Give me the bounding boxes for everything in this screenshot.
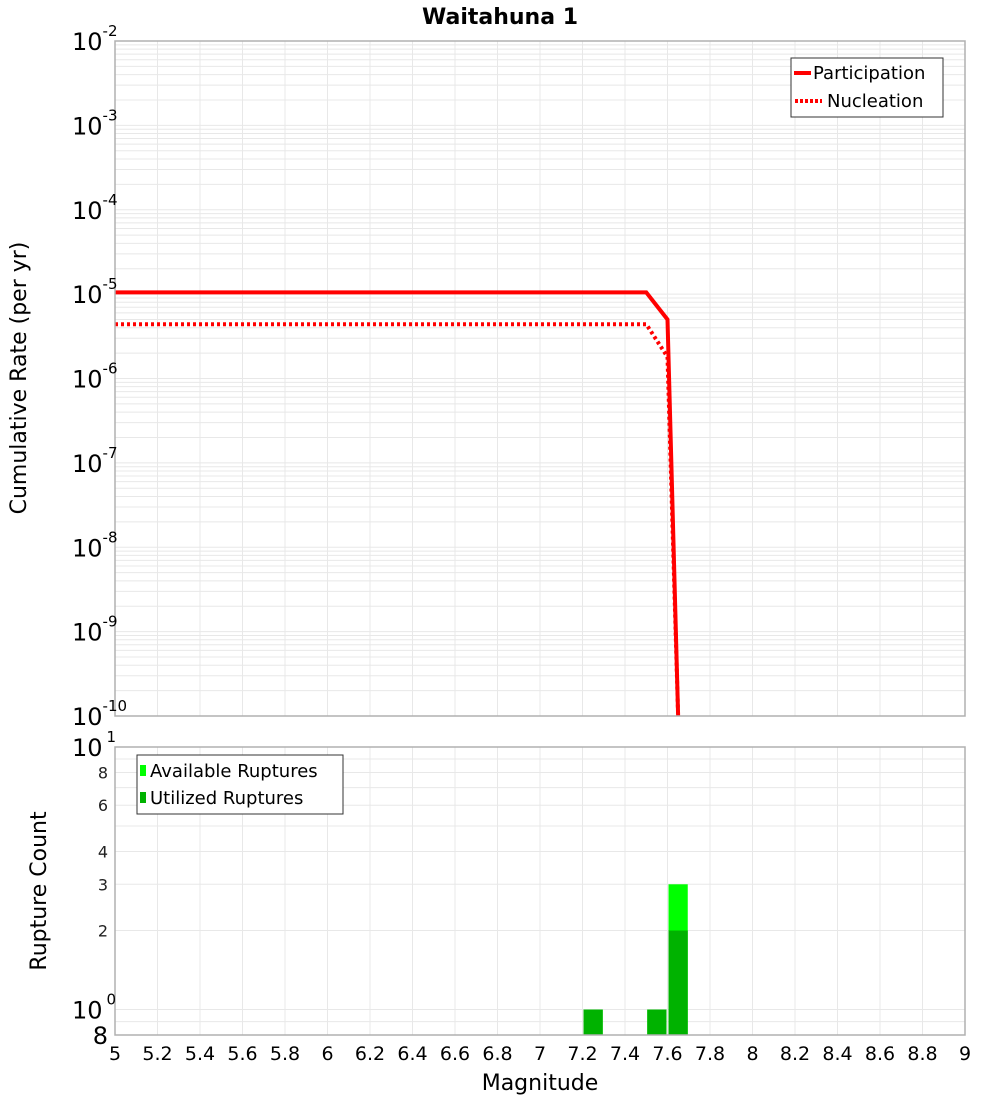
x-tick-label: 6.2 [355, 1043, 385, 1065]
rate-y-tick-label: 10-9 [72, 613, 118, 647]
x-tick-label: 7.6 [652, 1043, 682, 1065]
participation-line [115, 290, 681, 717]
count-legend: Available Ruptures Utilized Ruptures [136, 754, 344, 815]
x-tick-label: 8.8 [907, 1043, 937, 1065]
rate-plot-frame [114, 40, 966, 717]
x-axis-ticks: 5 5.2 5.4 5.6 5.8 6 6.2 6.4 6.6 6.8 7 7.2 7.4 7.6 7.8 8… [109, 1043, 971, 1065]
legend-nucleation: Nucleation [827, 91, 923, 112]
utilized-bar [583, 1009, 603, 1035]
rate-y-tick-label: 10-5 [72, 275, 118, 309]
rate-y-tick-label: 10-6 [72, 360, 118, 394]
utilized-bar [647, 1009, 667, 1035]
x-tick-label: 5 [109, 1043, 121, 1065]
x-tick-label: 5.4 [185, 1043, 215, 1065]
legend-participation: Participation [813, 63, 925, 84]
x-tick-label: 9 [959, 1043, 971, 1065]
x-axis-label: Magnitude [482, 1071, 599, 1096]
available-swatch-icon [140, 765, 146, 776]
x-tick-label: 7 [534, 1043, 546, 1065]
count-y-axis-label: Rupture Count [27, 811, 52, 971]
rate-y-ticks: 10-2 10-3 10-4 10-5 10-6 10-7 10-8 10-9 10-10 [72, 22, 127, 731]
rate-y-tick-label: 10-10 [72, 697, 127, 731]
x-tick-label: 5.8 [270, 1043, 300, 1065]
rate-plot-grid [115, 41, 965, 717]
rate-y-tick-label: 10-2 [72, 22, 118, 56]
count-y-tick-label: 2 [98, 922, 108, 941]
legend-available: Available Ruptures [150, 761, 318, 782]
count-y-tick-pow-label: 10 1 [72, 728, 116, 762]
count-plot-frame [114, 746, 966, 1036]
rate-plot: 10-2 10-3 10-4 10-5 10-6 10-7 10-8 10-9 10-10 Cu… [7, 22, 966, 731]
x-tick-label: 6.8 [482, 1043, 512, 1065]
rate-y-tick-label: 10-3 [72, 106, 118, 140]
count-y-tick-label: 4 [98, 842, 108, 861]
chart-title: Waitahuna 1 [422, 5, 578, 30]
rate-legend: Participation Nucleation [790, 57, 944, 118]
x-tick-label: 8.6 [865, 1043, 895, 1065]
rate-y-tick-label: 10-8 [72, 528, 118, 562]
count-y-tick-label: 6 [98, 796, 108, 815]
utilized-bar [668, 930, 688, 1035]
nucleation-line [115, 322, 681, 717]
count-y-tick-pow-label: 10 0 [72, 991, 116, 1025]
x-tick-label: 7.8 [695, 1043, 725, 1065]
x-tick-label: 6.6 [440, 1043, 470, 1065]
x-tick-label: 7.2 [567, 1043, 597, 1065]
x-tick-label: 8.2 [780, 1043, 810, 1065]
x-tick-label: 8 [746, 1043, 758, 1065]
rate-y-axis-label: Cumulative Rate (per yr) [7, 242, 32, 515]
count-y-tick-label: 3 [98, 875, 108, 894]
count-y-bottom-label: 8 [93, 1022, 108, 1050]
utilized-swatch-icon [140, 792, 146, 803]
rate-legend-box [790, 57, 944, 118]
x-tick-label: 8.4 [822, 1043, 852, 1065]
x-tick-label: 6.4 [397, 1043, 427, 1065]
x-tick-label: 5.2 [142, 1043, 172, 1065]
rate-y-tick-label: 10-4 [72, 191, 118, 225]
legend-utilized: Utilized Ruptures [150, 788, 303, 809]
rate-y-tick-label: 10-7 [72, 444, 118, 478]
rate-plot-lines [115, 290, 681, 717]
count-plot-bars [583, 884, 688, 1035]
x-tick-label: 7.4 [610, 1043, 640, 1065]
x-tick-label: 6 [321, 1043, 333, 1065]
x-tick-label: 5.6 [227, 1043, 257, 1065]
count-y-tick-label: 8 [98, 763, 108, 782]
count-legend-box [136, 754, 344, 815]
